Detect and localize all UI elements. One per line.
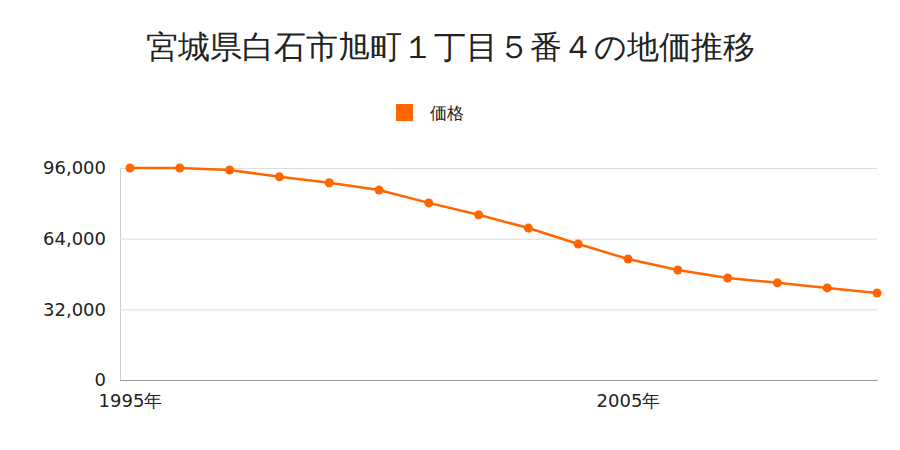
y-tick-label: 0 <box>95 369 106 390</box>
grid-line <box>120 239 877 240</box>
grid-line <box>120 380 877 381</box>
y-tick: 64,000 <box>43 228 877 249</box>
y-axis: 0 32,000 64,000 96,000 <box>43 157 877 390</box>
plot-area <box>126 164 882 298</box>
point <box>823 283 832 292</box>
point <box>474 210 483 219</box>
y-tick-label: 96,000 <box>43 157 106 178</box>
y-tick: 0 <box>95 369 877 390</box>
y-tick-label: 32,000 <box>43 299 106 320</box>
grid-line <box>120 309 877 310</box>
x-tick: 2005年 <box>597 380 661 411</box>
point <box>873 288 882 297</box>
line <box>130 168 877 293</box>
point <box>126 164 135 173</box>
point <box>175 164 184 173</box>
x-axis-line <box>131 380 878 381</box>
legend-swatch <box>396 104 413 121</box>
point <box>773 278 782 287</box>
x-tick-label: 2005年 <box>597 390 661 411</box>
point <box>325 178 334 187</box>
point <box>574 239 583 248</box>
x-tick-label: 1995年 <box>99 390 163 411</box>
point <box>723 273 732 282</box>
point <box>225 165 234 174</box>
title: 宮城県白石市旭町１丁目５番４の地価推移 <box>146 28 755 66</box>
legend: 価格 <box>396 103 464 123</box>
chart: 宮城県白石市旭町１丁目５番４の地価推移価格 0 32,000 64,000 96,000… <box>0 0 900 450</box>
legend-label: 価格 <box>430 103 464 123</box>
point <box>424 198 433 207</box>
point <box>524 224 533 233</box>
y-tick-label: 64,000 <box>43 228 106 249</box>
point <box>624 254 633 263</box>
point <box>275 172 284 181</box>
point <box>375 186 384 195</box>
y-axis-line <box>120 169 121 381</box>
point <box>673 266 682 275</box>
x-axis: 1995年 2005年 <box>99 380 878 411</box>
x-tick: 1995年 <box>99 380 163 411</box>
y-tick: 32,000 <box>43 299 877 320</box>
